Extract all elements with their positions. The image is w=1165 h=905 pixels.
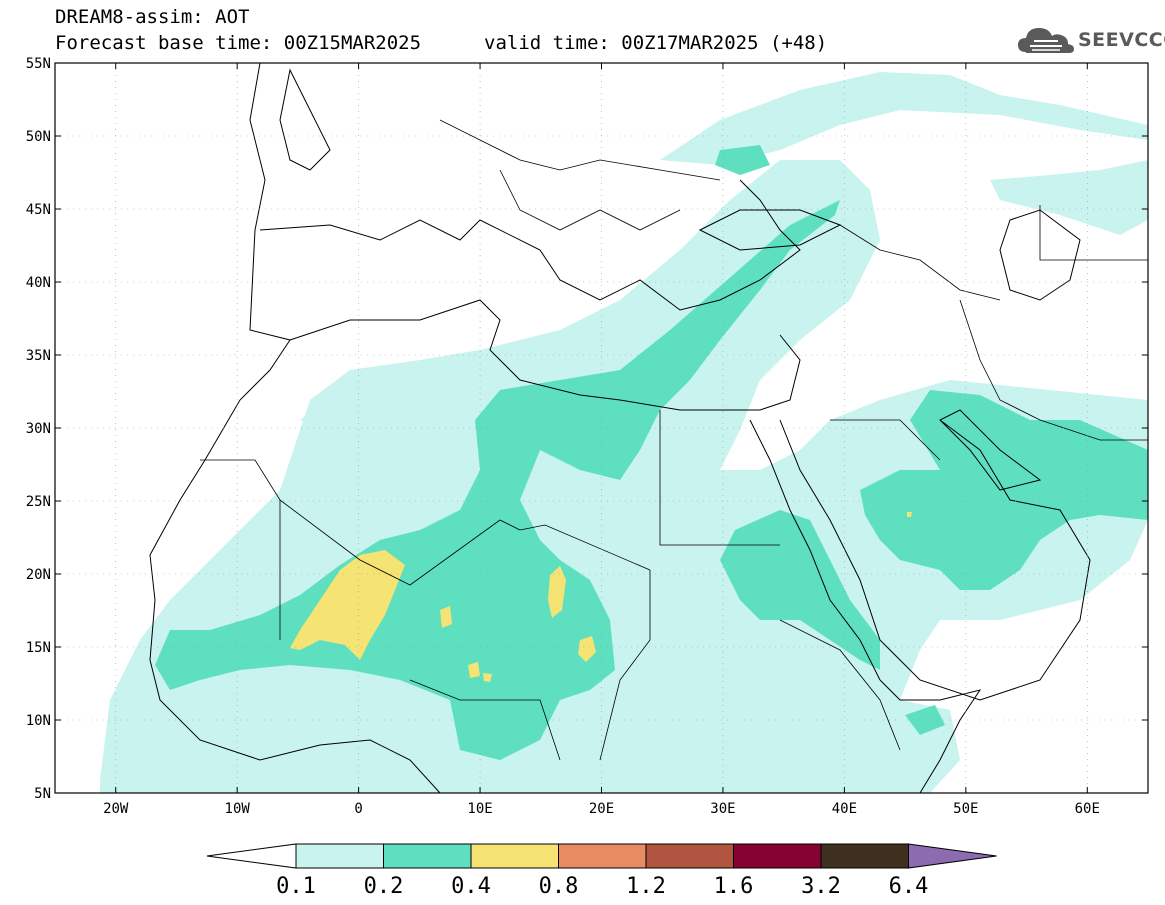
lon-label: 10W: [225, 801, 251, 817]
border-caucasus: [839, 224, 1001, 301]
lat-label: 50N: [26, 129, 51, 145]
lon-label: 30E: [710, 801, 735, 817]
lat-label: 45N: [26, 202, 51, 218]
lon-label: 50E: [953, 801, 978, 817]
border-europe-2: [499, 169, 681, 231]
lon-label: 0: [354, 801, 362, 817]
border-ethiopia: [779, 619, 901, 751]
lat-label: 5N: [34, 786, 51, 802]
aot-field: [55, 63, 1148, 793]
coast-arabia: [779, 419, 1091, 701]
valid-time: valid time: 00Z17MAR2025 (+48): [484, 32, 828, 54]
lon-label: 20E: [589, 801, 614, 817]
border-algeria-mali: [279, 499, 521, 586]
country-borders: [200, 119, 1148, 761]
coast-persian-gulf: [939, 409, 1042, 491]
lat-label: 35N: [26, 348, 51, 364]
colorbar-label: 0.2: [364, 874, 404, 899]
dust-max-mali: [290, 550, 405, 660]
lat-label: 20N: [26, 567, 51, 583]
colorbar: [206, 843, 997, 869]
colorbar-label: 6.4: [889, 874, 929, 899]
border-iran: [959, 299, 1148, 441]
border-niger-chad: [519, 524, 651, 571]
colorbar-under-arrow: [206, 843, 297, 869]
dust-patch-black-sea: [780, 185, 860, 220]
lon-label: 10E: [467, 801, 492, 817]
border-sudan: [599, 570, 651, 761]
border-saudi: [830, 419, 941, 461]
lat-label: 40N: [26, 275, 51, 291]
lat-label: 15N: [26, 640, 51, 656]
latitude-labels: 5N 10N 15N 20N 25N 30N 35N 40N 45N 50N 55N: [26, 56, 51, 802]
lat-label: 55N: [26, 56, 51, 72]
border-kazakh: [1039, 205, 1148, 261]
coast-mediterranean: [289, 299, 801, 411]
colorbar-over-arrow: [908, 843, 997, 869]
border-nigeria: [409, 679, 561, 761]
colorbar-segment: [820, 843, 909, 869]
colorbar-segment: [295, 843, 384, 869]
coast-red-sea: [749, 419, 881, 681]
coast-britain: [279, 68, 331, 171]
colorbar-label: 3.2: [801, 874, 841, 899]
forecast-base-time: Forecast base time: 00Z15MAR2025: [55, 32, 422, 54]
aot-level-0.4: [290, 512, 912, 682]
lat-label: 25N: [26, 494, 51, 510]
lat-label: 10N: [26, 713, 51, 729]
colorbar-label: 0.1: [276, 874, 316, 899]
dust-patch-west-africa: [300, 375, 400, 440]
colorbar-label: 1.2: [626, 874, 666, 899]
coast-west-africa: [149, 63, 441, 793]
graticule: [55, 63, 1148, 793]
dust-band-europe-russia: [660, 72, 1148, 235]
coast-horn-africa: [879, 679, 982, 793]
coast-europe-south: [259, 179, 801, 311]
dust-patch-3: [468, 662, 480, 678]
longitude-labels: 20W 10W 0 10E 20E 30E 40E 50E 60E: [103, 801, 1100, 817]
dust-patch-2: [440, 606, 452, 628]
dust-patch-4: [483, 673, 492, 682]
dust-patch-1: [578, 636, 596, 662]
colorbar-labels: 0.1 0.2 0.4 0.8 1.2 1.6 3.2 6.4: [276, 874, 928, 899]
colorbar-label: 1.6: [714, 874, 754, 899]
colorbar-label: 0.4: [451, 874, 491, 899]
colorbar-label: 0.8: [539, 874, 579, 899]
dust-patch-5: [907, 512, 912, 517]
colorbar-segment: [645, 843, 734, 869]
border-mauritania: [200, 459, 281, 640]
map-title: DREAM8-assim: AOT: [55, 6, 250, 28]
lon-label: 20W: [103, 801, 129, 817]
colorbar-segment: [470, 843, 559, 869]
colorbar-segment: [383, 843, 472, 869]
colorbar-segment: [733, 843, 822, 869]
colorbar-segment: [558, 843, 647, 869]
border-libya-egypt: [659, 410, 780, 546]
lat-label: 30N: [26, 421, 51, 437]
coastlines: [149, 63, 1091, 793]
logo-text: SEEVCCC: [1078, 29, 1165, 51]
dust-core-red-sea: [720, 510, 880, 670]
border-europe-1: [439, 119, 721, 181]
lon-label: 60E: [1075, 801, 1100, 817]
seevccc-logo: SEEVCCC: [1016, 22, 1165, 58]
cloud-icon: [1018, 28, 1074, 53]
dust-core-ukraine: [715, 145, 770, 175]
dust-max-chad: [548, 566, 566, 618]
axis-ticks: [55, 62, 1148, 794]
lon-label: 40E: [832, 801, 857, 817]
